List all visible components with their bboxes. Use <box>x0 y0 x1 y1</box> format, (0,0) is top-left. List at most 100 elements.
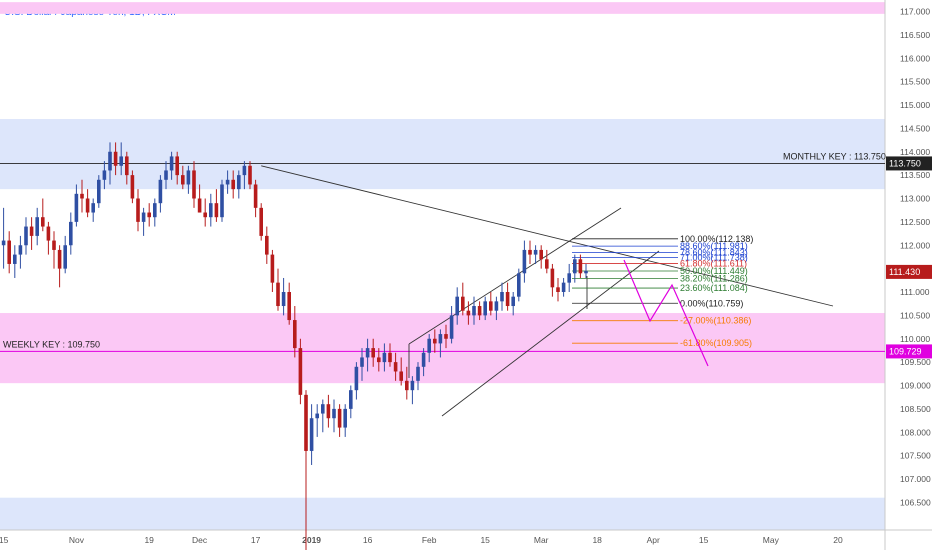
fib-label: 88.60%(111.981) <box>680 241 748 251</box>
candle-body <box>517 273 521 297</box>
weekly-key-label: WEEKLY KEY : 109.750 <box>3 339 100 349</box>
candle-body <box>500 292 504 302</box>
y-tick-label: 116.500 <box>900 30 930 40</box>
y-tick-label: 106.500 <box>900 497 931 507</box>
weekly-price-tag: 109.729 <box>889 346 922 356</box>
candle-body <box>1 240 6 246</box>
candle-body <box>220 184 224 218</box>
fib-label: 38.20%(111.286) <box>680 274 748 284</box>
candle-body <box>80 193 84 199</box>
candle-body <box>567 273 571 283</box>
candle-body <box>237 175 241 190</box>
x-tick-label: 2019 <box>302 535 321 545</box>
fib-label: -61.80%(109.905) <box>680 338 752 348</box>
x-tick-label: 20 <box>833 535 843 545</box>
candle-body <box>489 301 493 311</box>
candle-body <box>169 156 174 171</box>
y-tick-label: 109.000 <box>900 381 931 391</box>
candle-body <box>113 151 118 166</box>
candle-body <box>29 226 34 236</box>
candle-body <box>455 296 459 316</box>
candle-body <box>421 352 426 367</box>
candle-body <box>253 184 258 208</box>
candle-body <box>287 292 291 321</box>
candle-body <box>281 292 286 307</box>
candle-body <box>270 254 275 283</box>
candle-body <box>119 156 123 166</box>
candle-body <box>130 175 135 199</box>
candle-body <box>332 408 336 419</box>
candle-body <box>74 193 79 222</box>
y-tick-label: 112.500 <box>900 217 930 227</box>
x-tick-label: Apr <box>647 535 660 545</box>
candle-body <box>354 366 359 391</box>
candle-body <box>209 203 213 218</box>
fib-label: 50.00%(111.449) <box>680 266 748 276</box>
candle-body <box>533 249 538 255</box>
candle-body <box>405 380 409 391</box>
candle-body <box>242 165 247 176</box>
y-tick-label: 113.500 <box>900 170 930 180</box>
monthly-key-label: MONTHLY KEY : 113.750 <box>783 151 886 161</box>
candle-body <box>259 207 263 236</box>
candle-body <box>433 338 437 344</box>
candle-body <box>399 371 403 381</box>
y-tick-label: 108.500 <box>900 404 931 414</box>
y-tick-label: 117.000 <box>900 7 930 17</box>
candle-body <box>573 259 577 274</box>
x-tick-label: 18 <box>592 535 602 545</box>
candle-body <box>539 249 543 260</box>
candle-body <box>427 338 431 353</box>
x-tick-label: 19 <box>144 535 154 545</box>
fib-label: 78.60%(111.843) <box>680 248 748 258</box>
candle-body <box>136 198 140 222</box>
candle-body <box>584 270 588 274</box>
candle-body <box>298 348 303 395</box>
candle-body <box>483 301 487 316</box>
candle-body <box>203 212 207 218</box>
y-tick-label: 107.000 <box>900 474 931 484</box>
candle-body <box>147 212 151 218</box>
y-tick-label: 112.000 <box>900 240 930 250</box>
candle-body <box>550 268 555 288</box>
candle-body <box>158 179 163 204</box>
y-tick-label: 116.000 <box>900 53 930 63</box>
candle-body <box>321 404 325 414</box>
blue-zone-lower <box>0 497 885 530</box>
candle-body <box>7 240 11 264</box>
fib-label: 23.60%(111.084) <box>680 283 748 293</box>
candle-body <box>41 217 45 227</box>
candle-body <box>472 306 476 316</box>
candle-body <box>63 245 67 269</box>
last-price-tag: 111.430 <box>889 267 920 277</box>
candle-body <box>393 362 398 372</box>
candle-body <box>461 296 465 311</box>
fib-label: 0.00%(110.759) <box>680 298 743 308</box>
candle-body <box>511 296 515 307</box>
y-tick-label: 109.500 <box>900 357 931 367</box>
candle-body <box>35 217 39 236</box>
fib-label: 100.00%(112.138) <box>680 234 753 244</box>
candle-body <box>528 249 532 255</box>
candle-body <box>214 203 219 218</box>
weekly-price-tag-box <box>886 344 932 359</box>
candle-body <box>494 301 499 311</box>
candle-body <box>293 320 297 349</box>
fib-label: -27.00%(110.386) <box>680 316 751 326</box>
candle-body <box>578 259 583 274</box>
candle-body <box>192 170 196 199</box>
candle-body <box>388 352 392 363</box>
candle-body <box>248 165 252 185</box>
candle-body <box>556 287 560 292</box>
candle-body <box>69 221 73 246</box>
candle-body <box>360 357 364 367</box>
y-tick-label: 110.500 <box>900 310 930 320</box>
y-tick-label: 114.500 <box>900 123 930 133</box>
y-tick-label: 110.000 <box>900 334 930 344</box>
candle-body <box>416 366 420 381</box>
candle-body <box>477 306 482 316</box>
candle-body <box>466 310 471 316</box>
y-tick-label: 108.000 <box>900 427 931 437</box>
fib-label: 71.00%(111.738) <box>680 252 748 262</box>
